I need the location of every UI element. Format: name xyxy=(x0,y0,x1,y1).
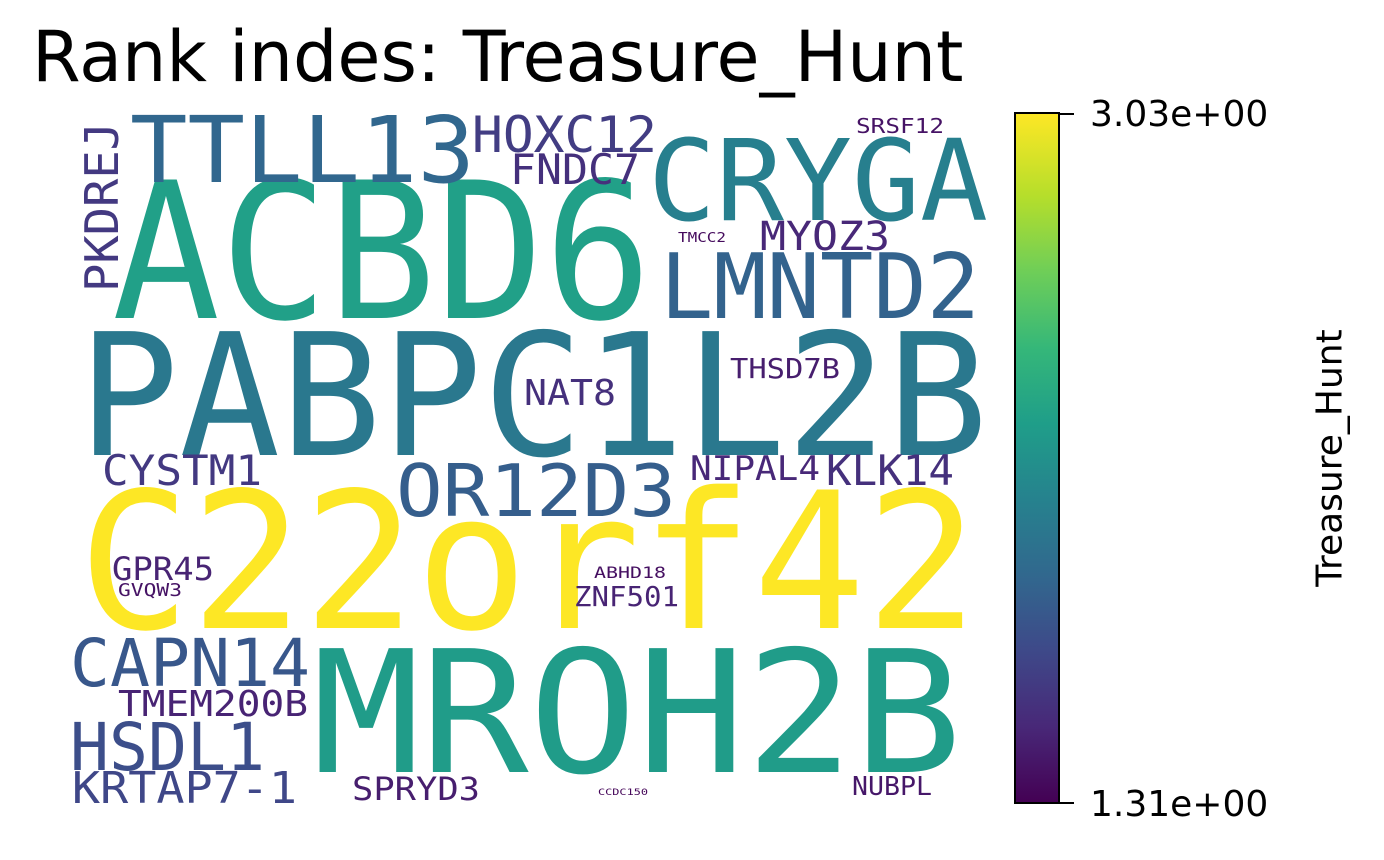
colorbar-label: Treasure_Hunt xyxy=(1309,329,1351,587)
word-myoz3: MYOZ3 xyxy=(760,214,890,260)
word-pkdrej: PKDREJ xyxy=(75,122,129,292)
word-fndc7: FNDC7 xyxy=(510,145,640,194)
word-cloud: C22orf42ACBD6MROH2BPABPC1L2BCRYGALMNTD2T… xyxy=(70,97,988,814)
word-krtap7-1: KRTAP7-1 xyxy=(72,763,297,814)
colorbar-max-label: 3.03e+00 xyxy=(1090,94,1269,135)
word-abhd18: ABHD18 xyxy=(594,563,666,582)
colorbar-min-tick xyxy=(1060,802,1074,804)
word-tmem200b: TMEM200B xyxy=(118,684,308,725)
word-hsdl1: HSDL1 xyxy=(70,709,265,786)
word-spryd3: SPRYD3 xyxy=(352,770,480,808)
word-capn14: CAPN14 xyxy=(70,625,310,702)
word-mroh2b: MROH2B xyxy=(312,615,962,813)
word-nipal4: NIPAL4 xyxy=(690,449,820,489)
word-gvqw3: GVQW3 xyxy=(118,580,182,601)
word-nat8: NAT8 xyxy=(524,373,616,414)
word-tmcc2: TMCC2 xyxy=(678,231,726,246)
word-ttll13: TTLL13 xyxy=(130,97,475,204)
word-c22orf42: C22orf42 xyxy=(78,452,978,673)
word-hoxc12: HOXC12 xyxy=(472,106,657,164)
word-acbd6: ACBD6 xyxy=(112,142,652,363)
word-thsd7b: THSD7B xyxy=(730,352,840,385)
chart-title: Rank indes: Treasure_Hunt xyxy=(32,16,964,98)
colorbar xyxy=(1014,112,1060,804)
word-srsf12: SRSF12 xyxy=(856,114,944,138)
word-nubpl: NUBPL xyxy=(852,772,932,802)
word-ccdc150: CCDC150 xyxy=(598,788,648,798)
colorbar-max-tick xyxy=(1060,113,1074,115)
word-cryga: CRYGA xyxy=(648,117,988,247)
word-cystm1: CYSTM1 xyxy=(102,446,262,495)
word-pabpc1l2b: PABPC1L2B xyxy=(78,298,988,496)
word-or12d3: OR12D3 xyxy=(396,449,676,533)
word-klk14: KLK14 xyxy=(826,446,954,495)
word-gpr45: GPR45 xyxy=(112,550,214,588)
word-znf501: ZNF501 xyxy=(574,580,679,613)
colorbar-min-label: 1.31e+00 xyxy=(1090,784,1269,825)
word-lmntd2: LMNTD2 xyxy=(660,235,980,340)
